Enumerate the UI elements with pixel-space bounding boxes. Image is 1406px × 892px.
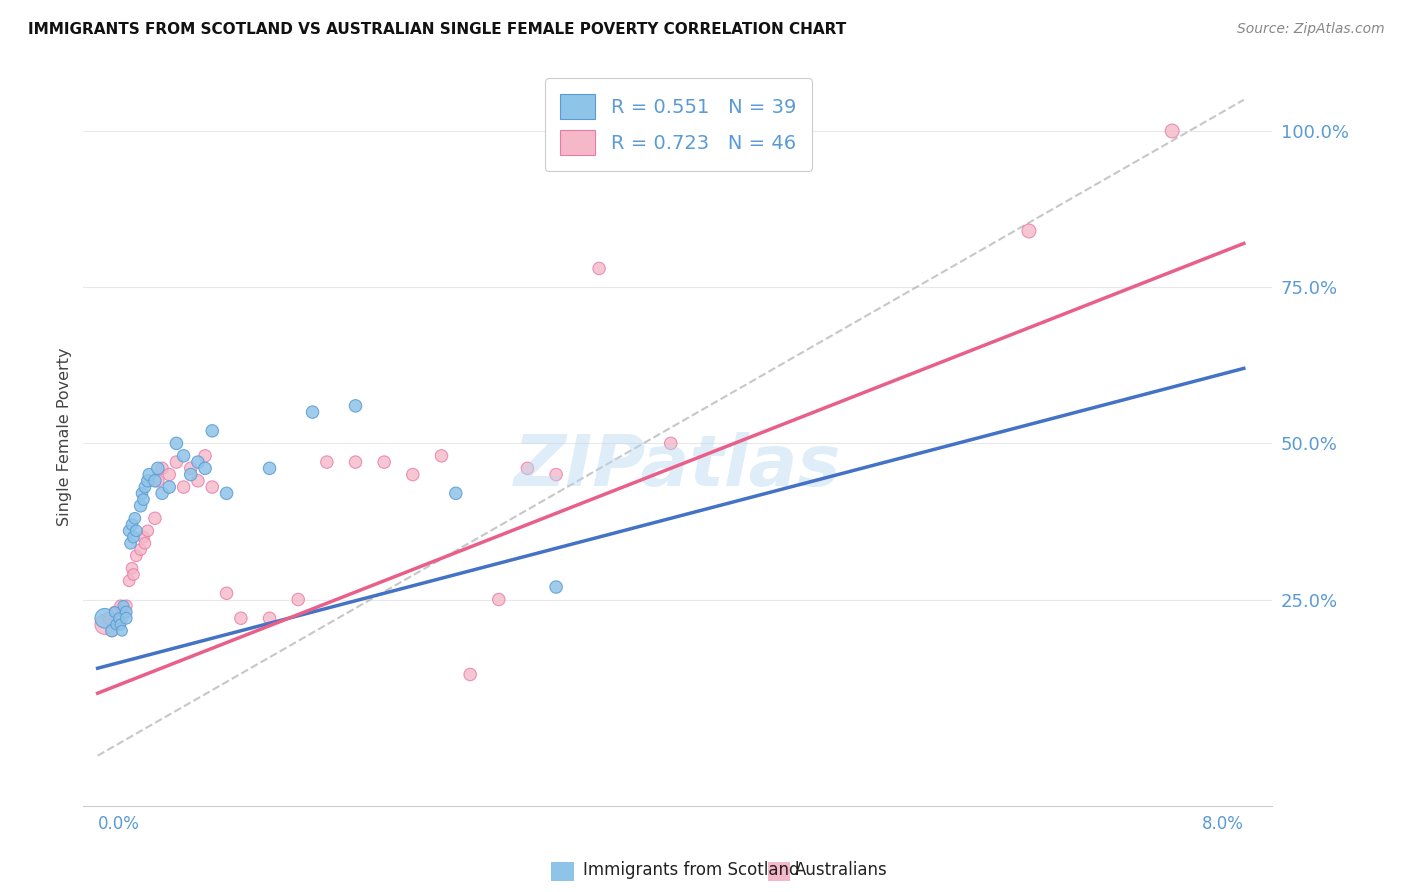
Point — [101, 624, 124, 638]
Point — [104, 605, 127, 619]
Point — [104, 605, 127, 619]
Point — [146, 461, 169, 475]
Point — [129, 542, 152, 557]
Point — [110, 617, 132, 632]
Point — [631, 143, 654, 157]
Point — [301, 405, 323, 419]
Point — [775, 124, 797, 138]
Point — [143, 511, 166, 525]
Point — [118, 524, 141, 538]
Point — [229, 611, 252, 625]
Point — [105, 617, 128, 632]
Point — [115, 605, 138, 619]
Point — [180, 461, 202, 475]
Point — [121, 517, 143, 532]
Point — [107, 611, 129, 625]
Text: 8.0%: 8.0% — [1202, 815, 1244, 833]
Point — [157, 467, 180, 482]
Point — [136, 524, 159, 538]
Point — [344, 399, 367, 413]
Point — [259, 461, 281, 475]
Point — [659, 436, 682, 450]
Point — [124, 511, 146, 525]
Point — [201, 480, 224, 494]
Point — [194, 461, 217, 475]
Point — [115, 611, 138, 625]
Point — [111, 611, 134, 625]
Point — [134, 480, 156, 494]
Point — [187, 474, 209, 488]
Text: ZIPatlas: ZIPatlas — [515, 432, 842, 501]
Point — [101, 624, 124, 638]
Point — [187, 455, 209, 469]
Point — [315, 455, 337, 469]
Point — [215, 586, 238, 600]
Y-axis label: Single Female Poverty: Single Female Poverty — [58, 348, 72, 526]
Text: IMMIGRANTS FROM SCOTLAND VS AUSTRALIAN SINGLE FEMALE POVERTY CORRELATION CHART: IMMIGRANTS FROM SCOTLAND VS AUSTRALIAN S… — [28, 22, 846, 37]
Point — [112, 605, 135, 619]
Point — [157, 480, 180, 494]
Point — [94, 617, 117, 632]
Point — [125, 549, 148, 563]
Point — [110, 599, 132, 613]
Point — [180, 467, 202, 482]
Point — [129, 499, 152, 513]
Point — [120, 536, 142, 550]
Point — [373, 455, 395, 469]
Point — [132, 530, 155, 544]
Point — [111, 624, 134, 638]
Text: Source: ZipAtlas.com: Source: ZipAtlas.com — [1237, 22, 1385, 37]
Text: 0.0%: 0.0% — [97, 815, 139, 833]
Point — [344, 455, 367, 469]
Point — [588, 261, 610, 276]
Text: Immigrants from Scotland: Immigrants from Scotland — [583, 861, 800, 879]
Point — [121, 561, 143, 575]
Point — [112, 599, 135, 613]
Point — [430, 449, 453, 463]
Point — [488, 592, 510, 607]
Point — [122, 567, 145, 582]
Point — [132, 492, 155, 507]
Point — [1018, 224, 1040, 238]
Point — [118, 574, 141, 588]
Point — [108, 611, 131, 625]
Point — [125, 524, 148, 538]
Point — [122, 530, 145, 544]
Legend: R = 0.551   N = 39, R = 0.723   N = 46: R = 0.551 N = 39, R = 0.723 N = 46 — [546, 78, 811, 171]
Point — [150, 486, 173, 500]
Point — [287, 592, 309, 607]
Point — [108, 617, 131, 632]
Point — [146, 474, 169, 488]
Point — [516, 461, 538, 475]
Point — [215, 486, 238, 500]
Point — [194, 449, 217, 463]
Point — [402, 467, 425, 482]
Point — [444, 486, 467, 500]
Point — [1161, 124, 1184, 138]
Point — [134, 536, 156, 550]
Point — [98, 611, 121, 625]
Point — [138, 467, 160, 482]
Point — [150, 461, 173, 475]
Point — [94, 611, 117, 625]
Point — [136, 474, 159, 488]
Point — [173, 480, 195, 494]
Point — [546, 580, 568, 594]
FancyBboxPatch shape — [546, 856, 579, 887]
Point — [173, 449, 195, 463]
FancyBboxPatch shape — [762, 856, 796, 887]
Point — [131, 486, 153, 500]
Point — [165, 436, 187, 450]
Text: Australians: Australians — [794, 861, 887, 879]
Point — [143, 474, 166, 488]
Point — [201, 424, 224, 438]
Point — [165, 455, 187, 469]
Point — [546, 467, 568, 482]
Point — [458, 667, 481, 681]
Point — [115, 599, 138, 613]
Point — [259, 611, 281, 625]
